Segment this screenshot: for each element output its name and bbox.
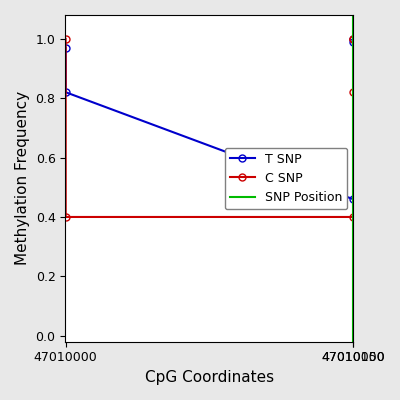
T SNP: [351, 39, 356, 44]
C SNP: [351, 36, 356, 41]
Legend: T SNP, C SNP, SNP Position: T SNP, C SNP, SNP Position: [225, 148, 347, 209]
C SNP: [63, 214, 68, 219]
Y-axis label: Methylation Frequency: Methylation Frequency: [15, 91, 30, 266]
C SNP: [63, 36, 68, 41]
T SNP: [63, 90, 68, 95]
Line: C SNP: C SNP: [62, 35, 357, 220]
C SNP: [351, 214, 356, 219]
T SNP: [351, 36, 356, 41]
T SNP: [351, 197, 356, 202]
T SNP: [63, 45, 68, 50]
Line: T SNP: T SNP: [62, 35, 357, 203]
X-axis label: CpG Coordinates: CpG Coordinates: [145, 370, 274, 385]
